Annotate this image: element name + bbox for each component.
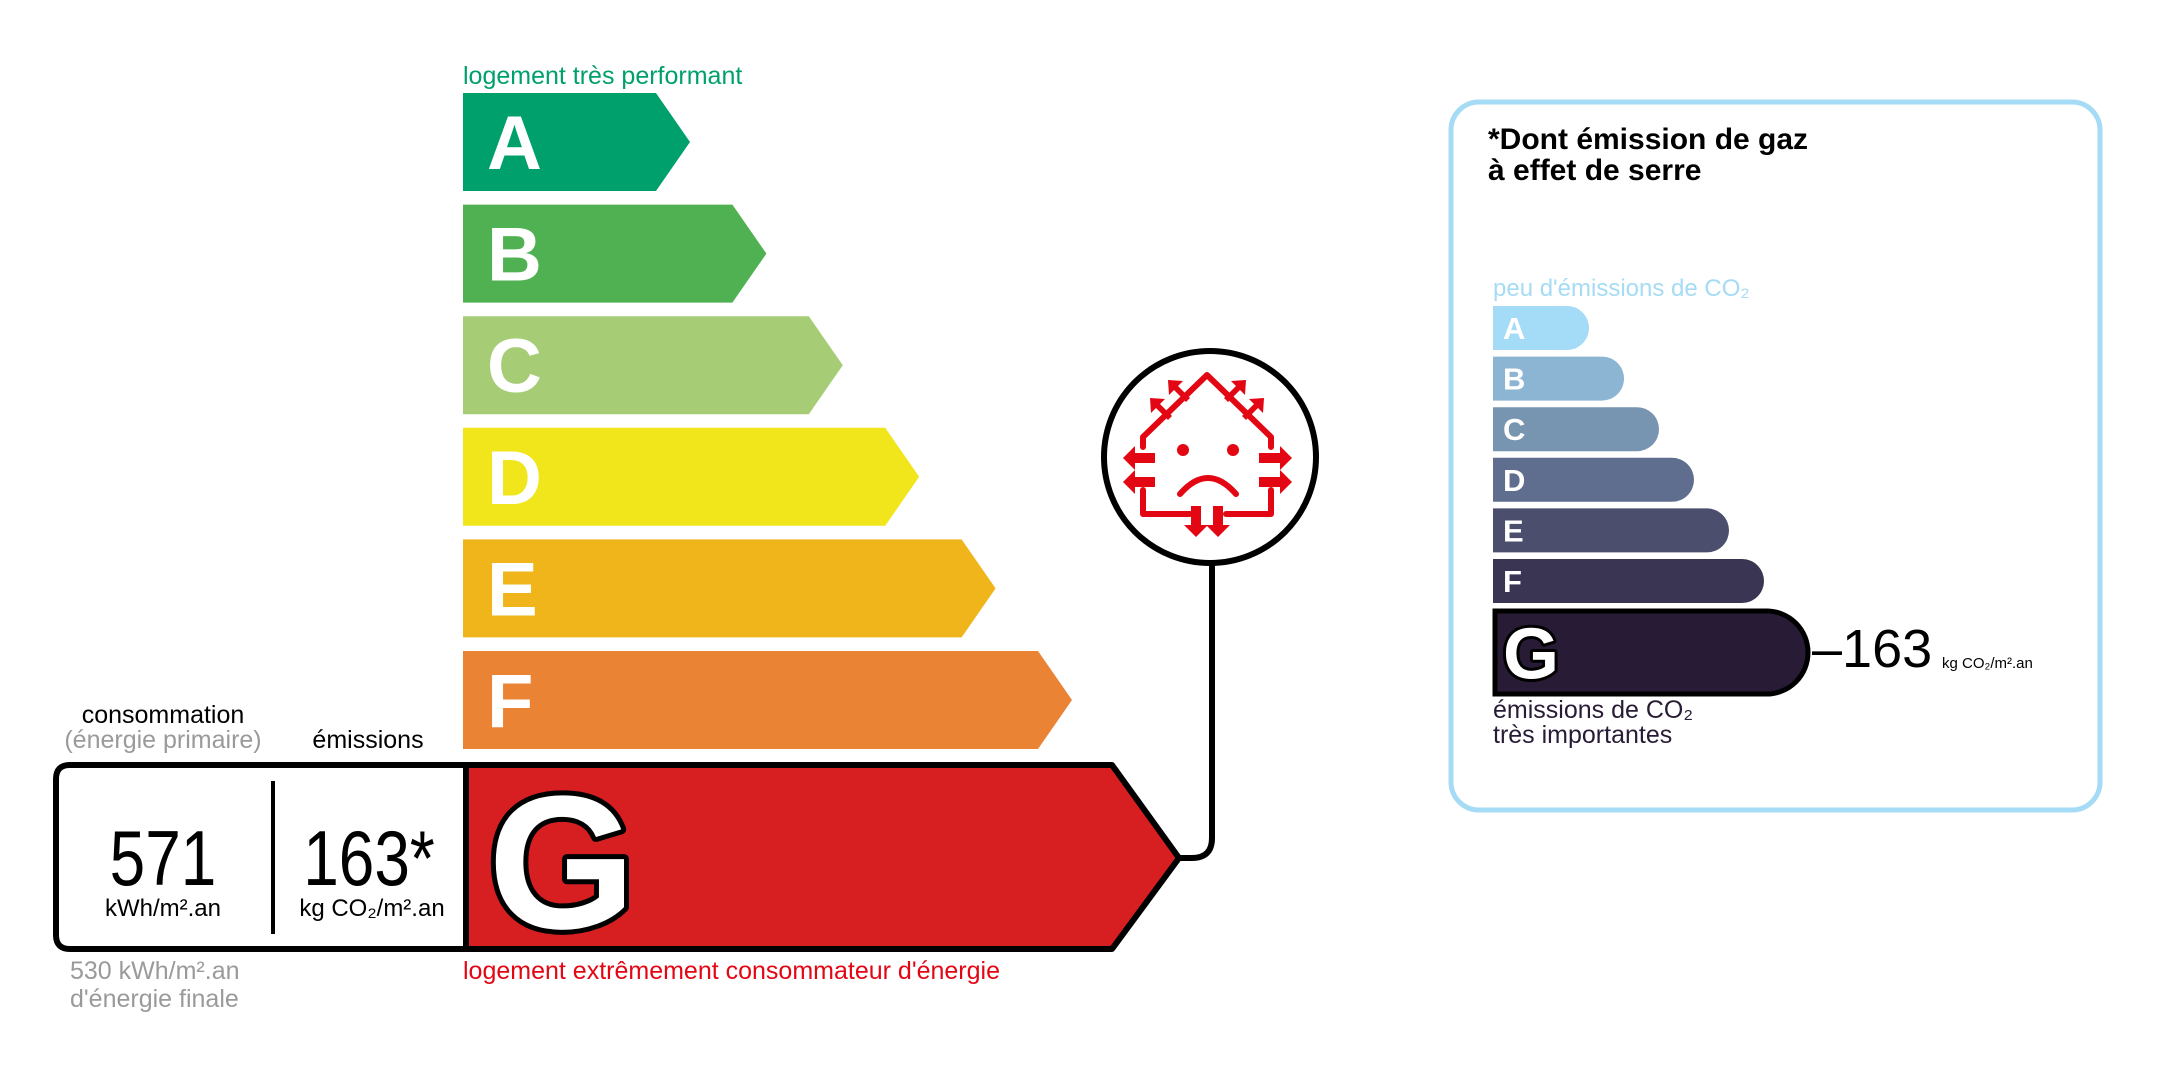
ghg-bar-d-letter: D (1503, 463, 1525, 498)
ghg-bar-g-current (1492, 608, 1811, 697)
emissions-value: 163* (303, 815, 435, 902)
energy-bar-f-letter: F (487, 659, 533, 744)
ghg-bottom-label-line2: très importantes (1493, 721, 1672, 749)
values-box (53, 762, 469, 952)
ghg-title-line2: à effet de serre (1488, 154, 1701, 187)
ghg-title-line1: *Dont émission de gaz (1488, 123, 1808, 156)
ghg-bar-d (1493, 457, 1694, 502)
ghg-bar-e (1493, 508, 1729, 553)
ghg-panel: *Dont émission de gaz à effet de serre p… (1448, 99, 2103, 813)
ghg-unit: kg CO₂/m².an (1942, 655, 2033, 672)
energy-top-label: logement très performant (463, 62, 742, 90)
ghg-value-number: 163 (1842, 619, 1932, 679)
ghg-top-label: peu d'émissions de CO₂ (1493, 275, 1750, 302)
energy-bar-e-letter: E (487, 547, 538, 632)
energy-bar-a (463, 93, 690, 191)
ghg-bar-f (1493, 559, 1764, 603)
energy-bar-c-letter: C (487, 324, 542, 409)
ghg-bar-a (1493, 306, 1589, 350)
energy-bar-b-letter: B (487, 213, 542, 298)
ghg-bar-c-letter: C (1503, 412, 1525, 447)
energy-bar-f (463, 651, 1072, 749)
ghg-value: –163 (1812, 619, 1932, 679)
ghg-value-prefix: – (1812, 619, 1842, 679)
emissions-unit: kg CO₂/m².an (299, 895, 444, 922)
ghg-bottom-label-line1: émissions de CO₂ (1493, 696, 1693, 724)
final-energy-value: 530 kWh/m².an (70, 957, 240, 985)
connector-line (1179, 565, 1215, 861)
energy-bar-d (463, 427, 920, 526)
energy-bar-a-letter: A (487, 101, 542, 186)
final-energy-label: d'énergie finale (70, 985, 239, 1013)
ghg-bar-f-letter: F (1503, 564, 1522, 599)
energy-bar-b (463, 204, 767, 303)
ghg-bar-e-letter: E (1503, 513, 1524, 548)
energy-bar-c (463, 316, 843, 415)
consumption-label: consommation (82, 701, 245, 729)
emissions-label: émissions (312, 726, 423, 754)
ghg-bar-a-letter: A (1503, 311, 1525, 346)
ghg-bar-c (1493, 407, 1660, 452)
energy-current-letter: G (488, 757, 636, 969)
consumption-sublabel: (énergie primaire) (64, 726, 261, 754)
energy-bar-d-letter: D (487, 436, 542, 521)
consumption-unit: kWh/m².an (105, 895, 221, 922)
ghg-bar-b (1493, 356, 1624, 401)
energy-bar-e (463, 539, 996, 638)
ghg-bar-g-letter: G (1503, 615, 1559, 695)
energy-bottom-label: logement extrêmement consommateur d'éner… (463, 957, 1000, 985)
consumption-value: 571 (110, 815, 217, 902)
house-heat-loss-sad-icon (1101, 348, 1319, 566)
ghg-bar-b-letter: B (1503, 362, 1525, 397)
